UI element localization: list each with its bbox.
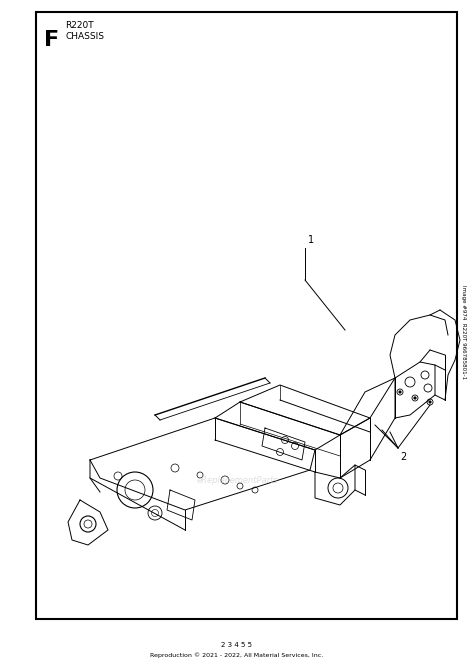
Text: 2 3 4 5 5: 2 3 4 5 5 [221, 642, 253, 648]
Text: CHASSIS: CHASSIS [65, 32, 105, 41]
Text: Reproduction © 2021 - 2022, All Material Services, Inc.: Reproduction © 2021 - 2022, All Material… [150, 652, 324, 658]
Text: eReplacementParts: eReplacementParts [196, 475, 278, 485]
Circle shape [414, 397, 416, 399]
Bar [36, 12, 457, 619]
Text: Image #974  R220T 966785801-1: Image #974 R220T 966785801-1 [461, 285, 466, 379]
Text: F: F [44, 30, 59, 50]
Text: 2: 2 [400, 452, 406, 462]
Circle shape [429, 401, 431, 403]
Circle shape [399, 391, 401, 393]
Text: R220T: R220T [65, 21, 94, 30]
Text: 1: 1 [308, 235, 314, 245]
